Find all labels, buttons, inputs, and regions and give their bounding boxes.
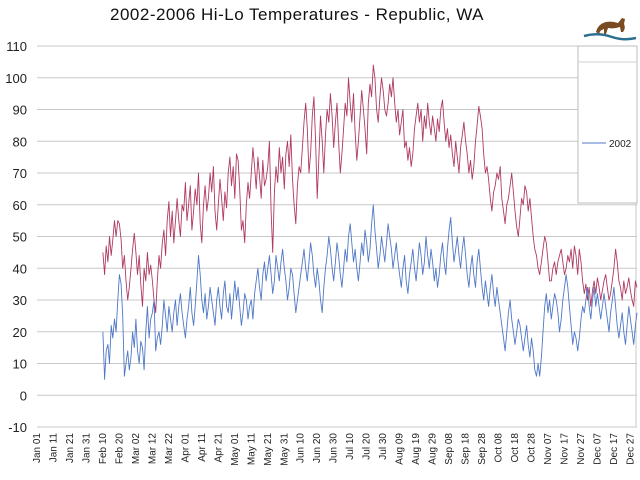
x-axis-ticks: Jan 01 Jan 11 Jan 21 Jan 31 Feb 10 Feb 20 Mar … [32,433,636,466]
x-tick-label: Apr 21 [213,433,224,463]
y-tick-label: 20 [13,325,27,340]
x-tick-label: Feb 20 [114,433,125,465]
x-tick-label: Jul 10 [345,433,356,460]
x-tick-label: Jun 10 [296,433,307,463]
x-tick-label: Aug 19 [411,433,422,465]
chart-title: 2002-2006 Hi-Lo Temperatures - Republic,… [110,5,484,24]
y-tick-label: 100 [5,71,27,86]
y-tick-label: 110 [6,39,27,54]
x-tick-label: May 21 [263,433,274,466]
x-tick-label: Apr 11 [197,433,208,462]
x-tick-label: Jan 31 [81,433,92,463]
x-tick-label: Dec 07 [592,433,603,465]
y-tick-label: 0 [20,388,27,403]
series-line-lo [102,204,638,380]
x-tick-label: Mar 02 [131,433,142,465]
y-tick-label: 70 [13,166,27,181]
x-tick-label: Sep 18 [461,433,472,465]
series-line-hi [102,64,638,314]
x-tick-label: Oct 28 [527,433,538,463]
x-tick-label: Sep 28 [477,433,488,465]
legend-box [577,45,638,204]
x-tick-label: May 11 [246,433,257,465]
x-tick-label: Aug 29 [428,433,439,465]
x-tick-label: Aug 09 [395,433,406,465]
x-tick-label: Jan 11 [48,433,59,463]
x-tick-label: Jan 01 [32,433,43,463]
y-tick-label: -10 [8,420,27,435]
y-tick-label: 80 [13,134,27,149]
y-tick-label: 10 [13,357,27,372]
x-tick-label: Nov 17 [559,433,570,465]
x-tick-label: Feb 10 [98,433,109,465]
x-tick-label: May 01 [230,433,241,466]
x-tick-label: Mar 12 [147,433,158,465]
x-tick-label: Nov 27 [576,433,587,465]
y-tick-label: 60 [13,198,27,213]
x-tick-label: Oct 08 [494,433,505,463]
x-tick-label: Jun 30 [329,433,340,463]
x-tick-label: Nov 07 [543,433,554,465]
y-tick-label: 30 [13,293,27,308]
x-tick-label: Oct 18 [510,433,521,463]
x-tick-label: Jul 30 [378,433,389,460]
x-tick-label: Jul 20 [362,433,373,460]
x-tick-label: Jun 20 [312,433,323,463]
x-tick-label: Sep 08 [444,433,455,465]
legend: 2002 [577,45,638,204]
x-tick-label: Dec 27 [625,433,636,465]
x-tick-label: Mar 22 [164,433,175,465]
y-tick-label: 90 [13,103,27,118]
x-tick-label: Jan 21 [65,433,76,463]
x-tick-label: Apr 01 [180,433,191,463]
horse-logo-icon [583,18,637,41]
y-tick-label: 50 [13,230,27,245]
x-tick-label: Dec 17 [609,433,620,465]
y-tick-label: 40 [13,261,27,276]
series-group [102,64,638,380]
y-axis-ticks: -10 0 10 20 30 40 50 60 70 80 90 100 110 [5,39,27,435]
x-tick-label: May 31 [279,433,290,466]
legend-label-2002: 2002 [609,139,632,150]
